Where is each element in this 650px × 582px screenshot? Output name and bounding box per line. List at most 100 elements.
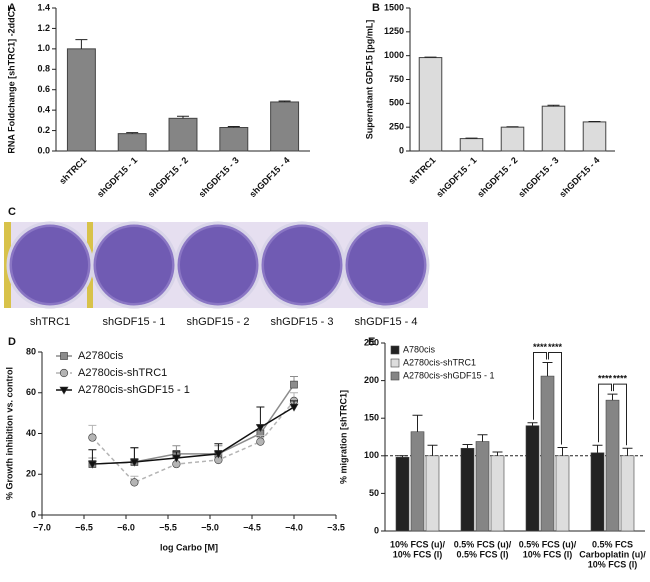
bar (526, 426, 539, 531)
y-tick-label: 0 (374, 525, 379, 535)
bar (118, 134, 146, 151)
bar (460, 139, 483, 151)
bar (67, 49, 95, 151)
legend-label: A2780cis-shTRC1 (78, 367, 167, 379)
y-tick-label: 750 (389, 74, 404, 84)
bar (411, 432, 424, 531)
y-tick-label: 40 (26, 428, 36, 438)
error-bar (528, 423, 538, 426)
y-axis-label: % Growth inhibition vs. control (4, 367, 14, 500)
bar (169, 118, 197, 151)
error-bar (428, 445, 438, 456)
plate-label: shTRC1 (30, 316, 70, 328)
x-tick-label: −7.0 (33, 522, 51, 532)
plate-stain (12, 227, 88, 303)
x-axis-label: log Carbo [M] (160, 542, 218, 552)
plate-stain (264, 227, 340, 303)
y-axis-label: Supernatant GDF15 [pg/mL] (364, 20, 374, 140)
x-tick-label: shGDF15 - 3 (516, 155, 560, 199)
error-bar (75, 40, 87, 49)
bar (476, 442, 489, 531)
point (257, 438, 265, 446)
bar (419, 58, 442, 151)
bar (542, 106, 565, 151)
y-tick-label: 80 (26, 346, 36, 356)
y-tick-label: 250 (364, 337, 379, 347)
y-tick-label: 20 (26, 469, 36, 479)
y-tick-label: 50 (369, 488, 379, 498)
y-tick-label: 1000 (384, 50, 404, 60)
y-tick-label: 0.0 (37, 145, 50, 155)
plate-stain (96, 227, 172, 303)
error-bar (558, 448, 568, 456)
significance-label: **** (533, 342, 548, 352)
x-tick-label: 10% FCS (l) (393, 549, 443, 559)
x-tick-label: 10% FCS (l) (523, 549, 573, 559)
point (291, 381, 298, 388)
x-tick-label: 10% FCS (l) (588, 559, 638, 569)
y-tick-label: 0.8 (37, 64, 50, 74)
bar (621, 456, 634, 531)
x-tick-label: shGDF15 - 1 (434, 155, 478, 199)
y-axis-label: RNA Foldchange [shTRC1] -2ddCT (6, 5, 16, 154)
plate-stain (348, 227, 424, 303)
error-bar (413, 415, 423, 432)
x-tick-label: 0.5% FCS (592, 539, 633, 549)
y-tick-label: 200 (364, 375, 379, 385)
legend-label: A780cis (403, 344, 436, 354)
x-tick-label: Carboplatin (u)/ (579, 549, 646, 559)
bar (556, 456, 569, 531)
point (290, 404, 298, 411)
point (89, 434, 97, 442)
error-bar (543, 363, 553, 377)
panel-label: C (8, 206, 16, 218)
x-tick-label: shGDF15 - 2 (475, 155, 519, 199)
bar (271, 102, 299, 151)
y-tick-label: 150 (364, 413, 379, 423)
x-tick-label: 10% FCS (u)/ (390, 539, 446, 549)
bar (426, 456, 439, 531)
y-tick-label: 1250 (384, 26, 404, 36)
point (131, 479, 139, 487)
x-tick-label: 0.5% FCS (l) (456, 549, 508, 559)
bar (501, 127, 524, 151)
legend-swatch (391, 372, 399, 380)
x-tick-label: shGDF15 - 1 (95, 155, 139, 199)
significance-label: **** (598, 374, 613, 384)
error-bar (623, 448, 633, 456)
x-tick-label: 0.5% FCS (u)/ (519, 539, 577, 549)
bar (591, 453, 604, 531)
y-tick-label: 0 (31, 509, 36, 519)
significance-label: **** (548, 342, 563, 352)
legend-label: A2780cis-shGDF15 - 1 (403, 370, 495, 380)
error-bar (478, 435, 488, 442)
x-tick-label: −6.5 (75, 522, 93, 532)
y-tick-label: 500 (389, 98, 404, 108)
legend-marker (60, 369, 68, 377)
y-tick-label: 250 (389, 122, 404, 132)
x-tick-label: −4.5 (243, 522, 261, 532)
plate-stain (180, 227, 256, 303)
x-tick-label: shTRC1 (406, 155, 437, 186)
x-tick-label: shGDF15 - 4 (247, 155, 291, 199)
y-tick-label: 1.4 (37, 2, 50, 12)
x-tick-label: −6.0 (117, 522, 135, 532)
bar (461, 448, 474, 531)
legend-label: A2780cis (78, 350, 124, 362)
plate-label: shGDF15 - 2 (187, 316, 250, 328)
y-tick-label: 60 (26, 387, 36, 397)
y-tick-label: 1.2 (37, 23, 50, 33)
y-tick-label: 0.4 (37, 105, 50, 115)
x-tick-label: −3.5 (327, 522, 345, 532)
plate-label: shGDF15 - 3 (271, 316, 334, 328)
legend-marker (61, 353, 68, 360)
y-tick-label: 0.6 (37, 84, 50, 94)
error-bar (593, 445, 603, 453)
error-bar (493, 452, 503, 456)
legend-label: A2780cis-shGDF15 - 1 (78, 384, 190, 396)
significance-label: **** (613, 374, 628, 384)
legend-label: A2780cis-shTRC1 (403, 357, 476, 367)
bar (491, 456, 504, 531)
bar (541, 376, 554, 531)
